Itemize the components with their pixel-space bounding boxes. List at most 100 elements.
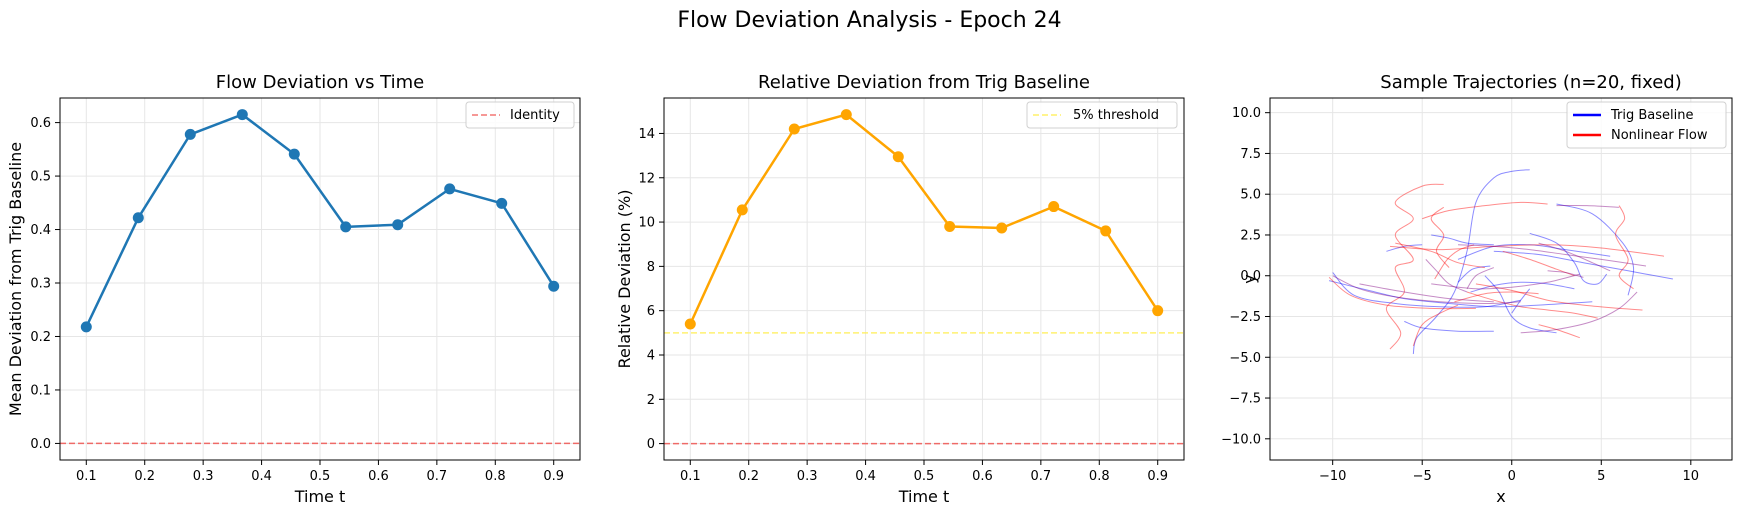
panel-1-xlabel: Time t (294, 487, 346, 506)
panel-1-ylabel: Mean Deviation from Trig Baseline (6, 142, 25, 416)
panel-2-ytick-label: 12 (638, 171, 655, 186)
panel-3-ytick-label: −5.0 (1229, 351, 1261, 366)
panel-1-data-point (392, 219, 404, 231)
panel-3-ytick-label: −2.5 (1229, 310, 1261, 325)
panel-3-ylabel: y (1240, 274, 1259, 283)
panel-1-data-point (288, 148, 300, 160)
panel-2-ytick-label: 14 (638, 127, 655, 142)
panel-1-xtick-label: 0.7 (427, 469, 448, 484)
panel-3-xtick-label: 10 (1683, 469, 1700, 484)
panel-3-xtick-label: −5 (1413, 469, 1432, 484)
panel-3-trajectory (1466, 267, 1495, 290)
panel-3-trajectory (1556, 204, 1620, 208)
panel-2-xtick-label: 0.4 (855, 469, 876, 484)
panel-3-legend-label-nonlinear: Nonlinear Flow (1611, 128, 1708, 143)
panel-3-trajectory (1389, 244, 1665, 257)
panel-2-ytick-label: 0 (647, 437, 655, 452)
panel-1-yticks: 0.0 0.1 0.2 0.3 0.4 0.5 0.6 (30, 116, 60, 452)
panel-2-xtick-label: 0.3 (797, 469, 818, 484)
panel-1-xtick-label: 0.6 (368, 469, 389, 484)
panel-1-xtick-label: 0.3 (193, 469, 214, 484)
panel-3-trajectory (1430, 206, 1450, 268)
panel-1-ytick-label: 0.1 (30, 383, 51, 398)
panel-3-xlabel: x (1496, 487, 1505, 506)
panel-3-legend: Trig Baseline Nonlinear Flow (1566, 101, 1727, 149)
panel-2-data-point (788, 123, 800, 135)
panel-3-trajectory (1431, 234, 1494, 246)
panel-3-legend-label-trig: Trig Baseline (1610, 108, 1694, 123)
panel-3-ytick-label: −7.5 (1229, 392, 1261, 407)
panel-2-ytick-label: 4 (647, 348, 655, 363)
panel-3-trajectory (1434, 244, 1475, 280)
panel-3-trajectory (1538, 324, 1580, 339)
panel-2-xtick-label: 0.6 (972, 469, 993, 484)
panel-3-trajectory (1359, 283, 1494, 303)
panel-2-xtick-label: 0.1 (680, 469, 701, 484)
panel-2-data-point (892, 151, 904, 163)
panel-3-legend-box (1566, 101, 1727, 149)
panel-2-data-point (736, 204, 748, 216)
panel-1-ytick-label: 0.0 (30, 437, 51, 452)
panel-3-trajectory (1457, 265, 1491, 283)
panel-1-data-point (80, 321, 92, 333)
panel-1-xtick-label: 0.2 (134, 469, 155, 484)
panel-1-xtick-label: 0.1 (76, 469, 97, 484)
panel-2-legend-box (1026, 101, 1178, 129)
panel-3-trajectory (1328, 280, 1593, 308)
panel-3-trajectory (1457, 243, 1611, 260)
panel-2-xlabel: Time t (898, 487, 950, 506)
panel-1-ytick-label: 0.3 (30, 277, 51, 292)
panel-2-xtick-label: 0.2 (738, 469, 759, 484)
panel-2-xtick-label: 0.5 (914, 469, 935, 484)
panel-3-trajectory (1386, 244, 1423, 252)
panel-2-series-line (689, 113, 1159, 325)
panel-1-ytick-label: 0.4 (30, 223, 51, 238)
panel-1-legend-box (465, 101, 575, 129)
panel-3-xtick-label: 5 (1597, 469, 1605, 484)
panel-3-trajectory (1454, 291, 1539, 303)
panel-1-legend-label-identity: Identity (510, 108, 560, 123)
panel-3-trajectory (1457, 244, 1647, 267)
panel-1-xtick-label: 0.5 (310, 469, 331, 484)
panel-1-data-point (496, 197, 508, 209)
panel-3-trajectory (1431, 273, 1580, 290)
panel-3-xtick-label: −10 (1319, 469, 1346, 484)
panel-3-trajectory (1328, 277, 1476, 310)
panel-3-trajectory (1538, 242, 1611, 272)
panel-3-ytick-label: 7.5 (1240, 147, 1261, 162)
panel-2-title: Relative Deviation from Trig Baseline (758, 72, 1090, 93)
panel-1-data-point (236, 109, 248, 121)
panel-3-ytick-label: 5.0 (1240, 188, 1261, 203)
panel-3-frame (1269, 97, 1733, 461)
panel-3-trajectory (1422, 201, 1548, 220)
panel-2-xtick-label: 0.7 (1031, 469, 1052, 484)
panel-3-trajectory (1511, 288, 1531, 314)
panel-3-trajectory (1332, 275, 1521, 305)
panel-2-grid (664, 98, 1184, 460)
panel-3-trajectory (1520, 291, 1638, 334)
panel-1-series-line (85, 113, 555, 328)
panel-2-xtick-label: 0.9 (1147, 469, 1168, 484)
panel-3-trajectory (1425, 259, 1468, 293)
panel-3-trajectory (1484, 275, 1557, 334)
panel-2-data-point (996, 222, 1008, 234)
panel-3-title: Sample Trajectories (n=20, fixed) (1380, 72, 1681, 93)
panel-1-xticks: 0.1 0.2 0.3 0.4 0.5 0.6 0.7 0.8 0.9 (76, 460, 564, 484)
panel-3-trajectory (1385, 183, 1444, 350)
panel-1-xtick-label: 0.9 (543, 469, 564, 484)
panel-1-data-point (548, 280, 560, 292)
panel-2-data-point (944, 220, 956, 232)
panel-2-ylabel: Relative Deviation (%) (615, 190, 634, 369)
panel-3-series (1328, 169, 1673, 355)
panel-3-trajectory (1395, 242, 1485, 269)
panel-1-series (80, 109, 560, 333)
figure-suptitle: Flow Deviation Analysis - Epoch 24 (677, 8, 1061, 33)
panel-2-reference-lines (664, 332, 1184, 445)
panel-3-trajectory (1615, 205, 1634, 290)
panel-1-legend: Identity (465, 101, 575, 129)
panel-2-data-point (1152, 305, 1164, 317)
panel-3-trajectory (1493, 250, 1673, 280)
panel-3-ytick-label: 0.0 (1240, 269, 1261, 284)
panel-relative-deviation: Relative Deviation from Trig Baseline 0.… (615, 72, 1185, 506)
